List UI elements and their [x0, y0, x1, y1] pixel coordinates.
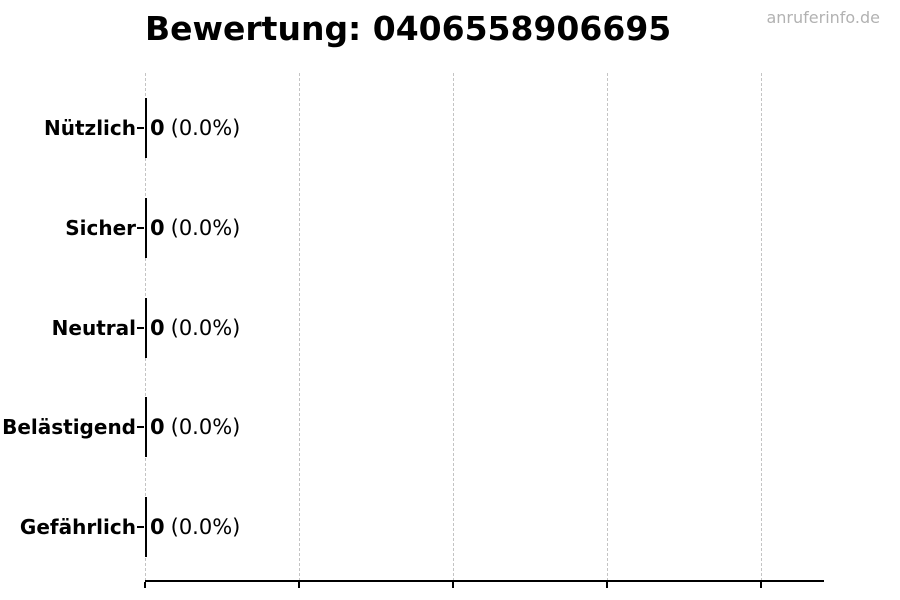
x-axis-tick — [298, 582, 300, 588]
value-count: 0 — [150, 116, 165, 140]
x-axis-tick — [452, 582, 454, 588]
value-count: 0 — [150, 316, 165, 340]
bar-row-nuetzlich: Nützlich 0 (0.0%) — [0, 98, 900, 158]
gridline — [607, 73, 608, 581]
value-label: 0 (0.0%) — [150, 198, 240, 258]
bar-row-belaestigend: Belästigend 0 (0.0%) — [0, 397, 900, 457]
bar-row-gefaehrlich: Gefährlich 0 (0.0%) — [0, 497, 900, 557]
value-percent: (0.0%) — [170, 216, 241, 240]
value-label: 0 (0.0%) — [150, 397, 240, 457]
value-label: 0 (0.0%) — [150, 298, 240, 358]
zero-width-bar — [145, 497, 147, 557]
value-count: 0 — [150, 515, 165, 539]
category-label: Gefährlich — [19, 515, 136, 539]
value-count: 0 — [150, 216, 165, 240]
chart-title: Bewertung: 0406558906695 — [145, 9, 672, 48]
zero-width-bar — [145, 198, 147, 258]
gridline — [453, 73, 454, 581]
bar-row-neutral: Neutral 0 (0.0%) — [0, 298, 900, 358]
y-axis-tick — [137, 227, 144, 229]
y-axis-tick — [137, 526, 144, 528]
x-axis-tick — [606, 582, 608, 588]
value-percent: (0.0%) — [170, 116, 241, 140]
zero-width-bar — [145, 397, 147, 457]
x-axis-line — [145, 580, 824, 582]
zero-width-bar — [145, 298, 147, 358]
value-percent: (0.0%) — [170, 316, 241, 340]
y-axis-tick — [137, 327, 144, 329]
category-label: Neutral — [51, 316, 136, 340]
value-label: 0 (0.0%) — [150, 497, 240, 557]
watermark-text: anruferinfo.de — [766, 8, 880, 27]
value-label: 0 (0.0%) — [150, 98, 240, 158]
value-count: 0 — [150, 415, 165, 439]
category-label: Nützlich — [44, 116, 136, 140]
zero-width-bar — [145, 98, 147, 158]
x-axis-tick — [144, 582, 146, 588]
value-percent: (0.0%) — [170, 515, 241, 539]
x-axis-tick — [760, 582, 762, 588]
y-axis-tick — [137, 127, 144, 129]
category-label: Belästigend — [2, 415, 136, 439]
y-axis-tick — [137, 426, 144, 428]
gridline — [761, 73, 762, 581]
value-percent: (0.0%) — [170, 415, 241, 439]
category-label: Sicher — [65, 216, 136, 240]
gridline — [299, 73, 300, 581]
bar-row-sicher: Sicher 0 (0.0%) — [0, 198, 900, 258]
